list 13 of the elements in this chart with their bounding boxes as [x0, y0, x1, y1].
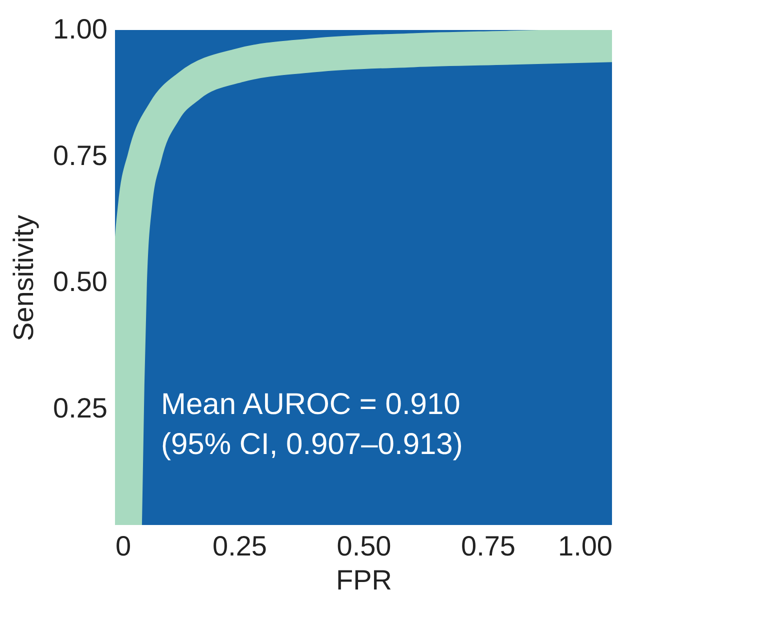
annotation: (95% CI, 0.907–0.913) [161, 428, 463, 461]
x-tick-label: 0 [116, 530, 132, 562]
x-tick-label: 0.25 [212, 530, 267, 562]
annotation: Mean AUROC = 0.910 [161, 388, 460, 421]
x-tick-label: 0.50 [336, 530, 392, 562]
x-axis-title: FPR [336, 564, 392, 596]
y-tick-label: 1.00 [53, 14, 108, 44]
y-tick-label: 0.25 [53, 392, 108, 424]
y-tick-label: 0.75 [53, 140, 108, 171]
y-axis-title: Sensitivity [8, 214, 40, 342]
x-tick-label: 0.75 [461, 530, 516, 562]
y-tick-label: 0.50 [53, 266, 108, 298]
x-tick-label: 1.00 [558, 530, 612, 562]
